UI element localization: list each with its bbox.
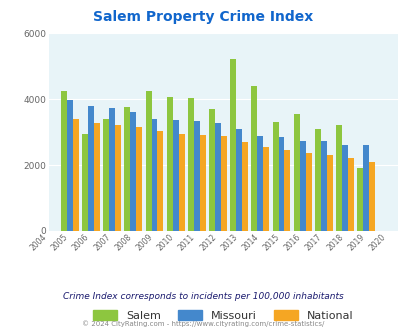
Bar <box>320 141 326 231</box>
Bar <box>188 98 194 231</box>
Bar <box>356 168 362 231</box>
Bar <box>103 119 109 231</box>
Bar <box>335 125 341 231</box>
Bar <box>305 153 311 231</box>
Text: Salem Property Crime Index: Salem Property Crime Index <box>93 10 312 24</box>
Bar <box>109 108 115 231</box>
Bar <box>230 59 236 231</box>
Bar <box>94 123 100 231</box>
Legend: Salem, Missouri, National: Salem, Missouri, National <box>88 306 357 325</box>
Bar <box>347 158 353 231</box>
Bar <box>72 119 79 231</box>
Bar <box>136 127 142 231</box>
Bar <box>124 107 130 231</box>
Bar <box>145 91 151 231</box>
Bar <box>151 119 157 231</box>
Text: © 2024 CityRating.com - https://www.cityrating.com/crime-statistics/: © 2024 CityRating.com - https://www.city… <box>82 320 323 327</box>
Text: Crime Index corresponds to incidents per 100,000 inhabitants: Crime Index corresponds to incidents per… <box>62 292 343 301</box>
Bar <box>326 155 332 231</box>
Bar <box>257 136 263 231</box>
Bar <box>314 129 320 231</box>
Bar <box>299 141 305 231</box>
Bar <box>263 147 269 231</box>
Bar <box>293 114 299 231</box>
Bar <box>278 137 284 231</box>
Bar <box>157 131 163 231</box>
Bar <box>115 125 121 231</box>
Bar <box>178 134 184 231</box>
Bar <box>209 109 215 231</box>
Bar <box>251 86 257 231</box>
Bar <box>284 150 290 231</box>
Bar <box>215 123 220 231</box>
Bar <box>194 121 199 231</box>
Bar <box>61 91 67 231</box>
Bar <box>368 162 374 231</box>
Bar <box>67 100 72 231</box>
Bar <box>172 120 178 231</box>
Bar <box>199 135 205 231</box>
Bar <box>130 112 136 231</box>
Bar <box>362 145 368 231</box>
Bar <box>241 142 247 231</box>
Bar <box>166 97 172 231</box>
Bar <box>220 136 226 231</box>
Bar <box>341 145 347 231</box>
Bar <box>88 106 94 231</box>
Bar <box>82 134 88 231</box>
Bar <box>236 129 241 231</box>
Bar <box>272 122 278 231</box>
